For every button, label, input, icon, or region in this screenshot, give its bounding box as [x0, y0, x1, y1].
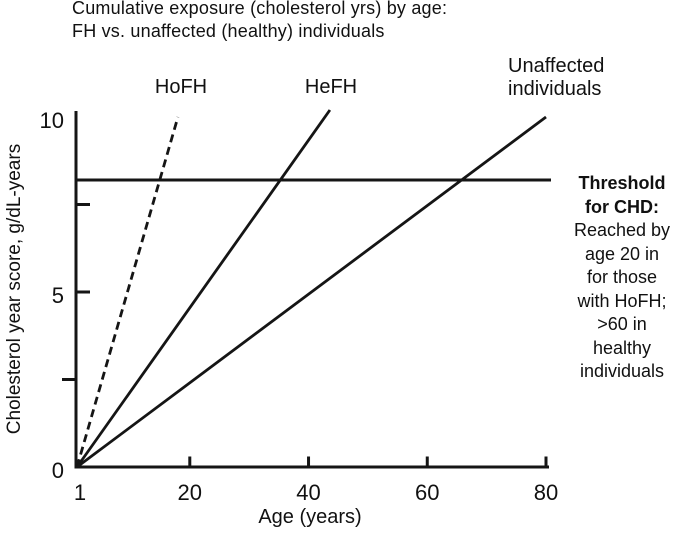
- threshold-annotation: Threshold for CHD: Reached by age 20 in …: [557, 172, 685, 384]
- x-axis-label: Age (years): [258, 506, 362, 528]
- annotation-line: for those: [586, 267, 658, 287]
- chart-title-line2: FH vs. unaffected (healthy) individuals: [72, 21, 385, 41]
- chart-title: Cumulative exposure (cholesterol yrs) by…: [72, 0, 447, 43]
- y-axis-label: Cholesterol year score, g/dL-years: [4, 143, 25, 435]
- annotation-line: Reached by: [573, 220, 671, 240]
- series-line-hefh: [75, 109, 332, 468]
- y-tick-label: 5: [52, 283, 64, 308]
- annotation-line: for CHD:: [585, 196, 659, 217]
- x-tick-label: 40: [296, 480, 320, 505]
- series-label-hefh: HeFH: [304, 76, 358, 98]
- annotation-line: Threshold: [578, 173, 666, 193]
- series-label-hofh: HoFH: [154, 76, 208, 98]
- series-label-unaffected: Unaffected individuals: [508, 55, 605, 100]
- series-line-hofh: [75, 116, 180, 468]
- annotation-line: age 20 in: [584, 243, 660, 264]
- x-tick-label: 1: [74, 480, 86, 505]
- annotation-line: healthy: [592, 337, 652, 358]
- x-tick-label: 20: [178, 480, 202, 505]
- series-line-unaffected: [76, 115, 547, 469]
- x-tick-label: 60: [415, 480, 439, 505]
- y-tick-label: 10: [40, 108, 64, 133]
- chart-title-line1: Cumulative exposure (cholesterol yrs) by…: [72, 0, 448, 18]
- annotation-line: with HoFH;: [577, 290, 667, 311]
- y-tick-label: 0: [52, 458, 64, 483]
- annotation-line: >60 in: [597, 314, 647, 334]
- x-tick-label: 80: [534, 480, 558, 505]
- annotation-line: individuals: [579, 361, 665, 381]
